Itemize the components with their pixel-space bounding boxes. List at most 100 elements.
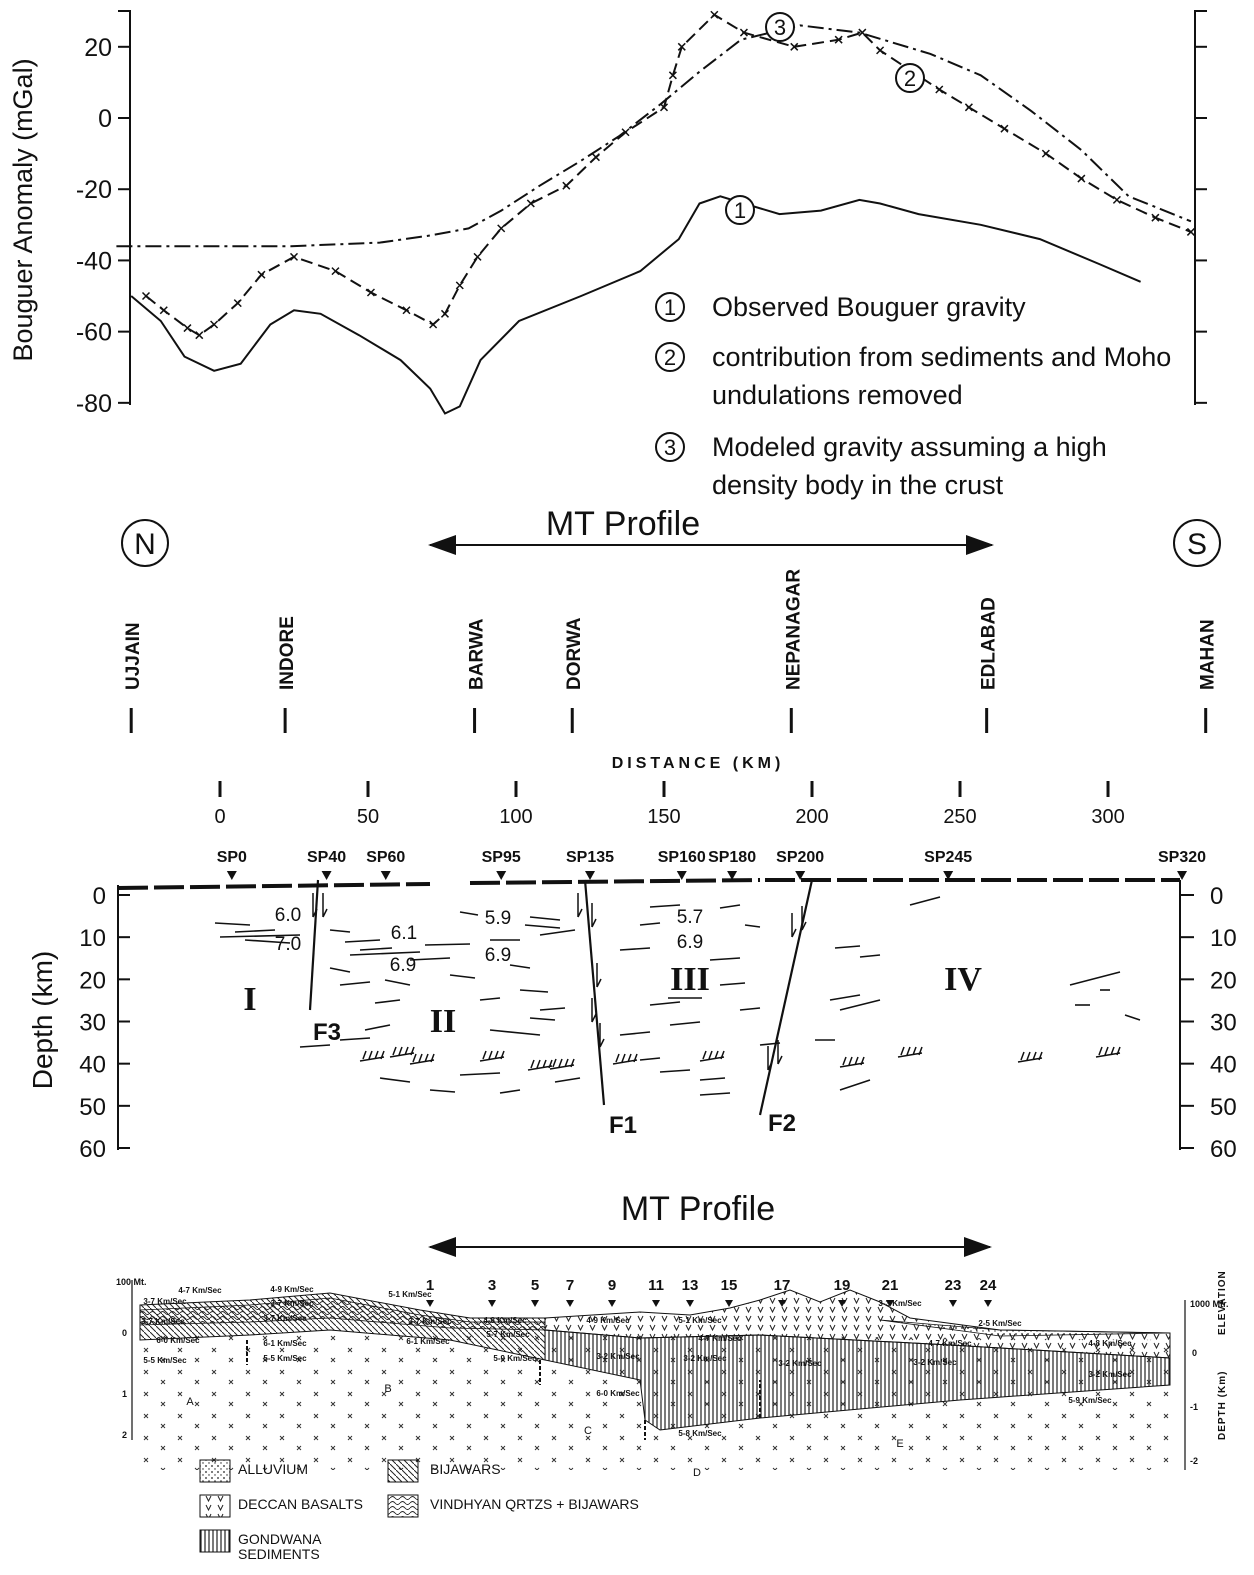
reflector: [479, 997, 501, 1001]
circled-label: N: [134, 528, 156, 561]
velocity-label: 4-9 Km/Sec: [270, 1285, 314, 1294]
velocity-label: 6.9: [390, 955, 416, 976]
point-marker: [790, 42, 799, 51]
shotpoint-marker: [380, 871, 391, 880]
shotpoint-label: SP95: [482, 849, 521, 866]
y-tick-label-right: 60: [1210, 1136, 1237, 1163]
velocity-label: 2-5 Km/Sec: [978, 1319, 1022, 1328]
reflector: [739, 1007, 761, 1011]
legend-swatch: [199, 1459, 231, 1483]
velocity-label: 4-7 Km/Sec: [698, 1334, 742, 1343]
fault-label: F1: [609, 1112, 637, 1139]
y-tick-label: 0: [98, 105, 112, 133]
reflector: [709, 957, 741, 961]
y-tick-label-right: 10: [1210, 925, 1237, 952]
point-marker: [257, 270, 266, 279]
circled-label: 1: [664, 295, 676, 320]
velocity-label: 4-7 Km/Sec: [928, 1339, 972, 1348]
moho-symbol: [699, 1050, 725, 1062]
fault-arrow: [591, 998, 597, 1023]
shotpoint-label: SP0: [217, 849, 247, 866]
reflector: [409, 957, 451, 961]
velocity-label: 5.9: [485, 908, 511, 929]
shotpoint-marker: [496, 871, 507, 880]
y-tick-label-right: 0: [1210, 883, 1223, 910]
station-label: 15: [721, 1277, 738, 1294]
surface-line: [117, 878, 1180, 890]
velocity-label: 6.0: [275, 905, 301, 926]
velocity-label: 3-2 Km/Sec: [683, 1354, 727, 1363]
reflector: [834, 945, 861, 949]
point-marker: [1077, 174, 1086, 183]
reflector: [379, 1077, 411, 1083]
moho-symbol: [389, 1046, 415, 1058]
point-marker: [876, 46, 885, 55]
scale-label: 1: [122, 1389, 127, 1399]
reflector: [1069, 971, 1121, 986]
reflector: [359, 947, 393, 951]
x-tick-label: 50: [357, 806, 379, 828]
reflector: [459, 911, 479, 916]
reflector: [364, 1024, 391, 1031]
reflector: [384, 979, 411, 986]
velocity-label: 5-5 Km/Sec: [143, 1356, 187, 1365]
circled-marker: [121, 519, 169, 567]
point-marker: [473, 252, 482, 261]
reflector: [344, 939, 381, 943]
fault-arrow: [577, 893, 583, 918]
legend-swatch: [387, 1459, 419, 1483]
y-tick-label: 50: [79, 1094, 106, 1121]
circled-marker: [765, 12, 795, 42]
moho-symbol: [1095, 1046, 1121, 1058]
fault-arrow: [801, 906, 807, 931]
y-tick-label: 40: [79, 1052, 106, 1079]
point-marker: [1186, 227, 1195, 236]
velocity-label: 6.9: [485, 945, 511, 966]
velocity-label: 4-9 Km/Sec: [586, 1316, 630, 1325]
shotpoint-marker: [727, 871, 738, 880]
reflector: [339, 981, 371, 986]
reflector: [524, 924, 561, 929]
y-tick-label-right: 30: [1210, 1010, 1237, 1037]
scale-label: 0: [122, 1328, 127, 1338]
point-marker: [366, 288, 375, 297]
legend-text: Modeled gravity assuming a high density …: [712, 432, 1107, 500]
y-tick-label-right: 50: [1210, 1094, 1237, 1121]
velocity-label: 4-8 Km/Sec: [483, 1316, 527, 1325]
point-marker: [440, 309, 449, 318]
reflector: [619, 1031, 651, 1036]
velocity-label: 6-1 Km/Sec: [263, 1339, 307, 1348]
point-marker: [739, 28, 748, 37]
legend-text: BIJAWARS: [430, 1461, 501, 1477]
depth-section: N S MT Profile UJJAIN INDORE BARWA DORWA NEPANA…: [27, 505, 1237, 1163]
point-marker: [233, 299, 242, 308]
station-marker: [426, 1300, 434, 1307]
moho-symbol: [612, 1053, 638, 1065]
velocity-label: 6-1 Km/Sec: [406, 1337, 450, 1346]
reflector: [649, 904, 681, 908]
velocity-label: 3-7 Km/Sec: [143, 1297, 187, 1306]
station-marker: [488, 1300, 496, 1307]
reflector: [539, 929, 576, 936]
station-marker: [778, 1300, 786, 1307]
reflector: [424, 943, 471, 946]
station-label: 24: [980, 1277, 997, 1294]
shotpoint-marker: [795, 871, 806, 880]
fault-line: [758, 879, 814, 1116]
circled-label: 2: [664, 345, 676, 370]
fault-line: [583, 879, 606, 1106]
alluvium-layer: [879, 1319, 1171, 1337]
reflector: [554, 1077, 581, 1083]
y-tick-label-right: 20: [1210, 967, 1237, 994]
station-label: 5: [531, 1277, 539, 1294]
moho-symbol: [897, 1046, 923, 1058]
moho-symbol: [527, 1059, 553, 1071]
reflector: [329, 967, 351, 973]
reflector: [699, 1092, 731, 1096]
station-label: 19: [834, 1277, 851, 1294]
shotpoint-label: SP180: [708, 849, 756, 866]
shotpoint-label: SP200: [776, 849, 824, 866]
circled-label: 3: [774, 15, 786, 40]
circled-label: 2: [904, 66, 916, 91]
